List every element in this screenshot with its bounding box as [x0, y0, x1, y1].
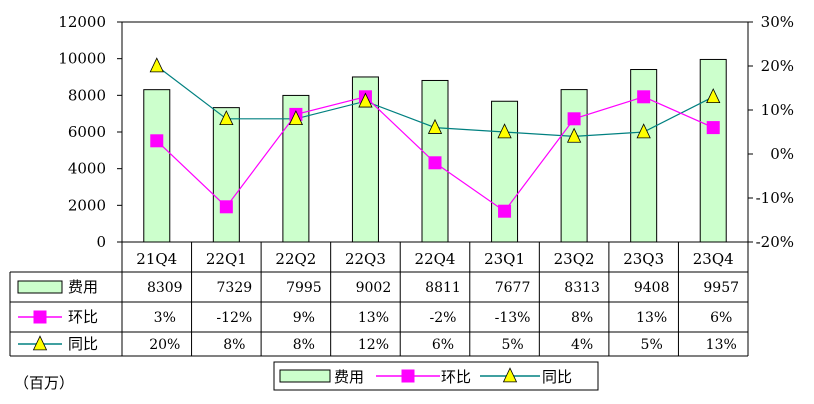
bar-23Q4	[699, 58, 727, 243]
category-label: 23Q3	[623, 250, 664, 268]
table-cell: 13%	[636, 310, 667, 326]
qoq-point-23Q4	[706, 121, 720, 135]
category-label: 22Q1	[206, 250, 247, 268]
legend-label: 环比	[441, 368, 471, 386]
unit-label: （百万）	[14, 374, 75, 392]
category-label: 22Q2	[275, 250, 316, 268]
table-cell: 8313	[564, 280, 600, 296]
table-cell: 13%	[706, 337, 737, 353]
right-tick-label: 30%	[761, 13, 794, 31]
left-tick-label: 6000	[68, 123, 106, 141]
table-cell: 13%	[358, 310, 389, 326]
left-tick-label: 12000	[58, 13, 106, 31]
yoy-point-22Q1	[219, 110, 234, 126]
table-cell: 9957	[703, 280, 739, 296]
yoy-point-22Q4	[427, 118, 443, 134]
table-cell: -13%	[495, 310, 531, 326]
yoy-point-21Q4	[149, 57, 164, 73]
table-cell: 8%	[223, 337, 245, 353]
category-label: 22Q3	[345, 250, 386, 268]
bar-23Q1	[491, 100, 519, 243]
table-cell: 9408	[634, 280, 670, 296]
data-table: 21Q4 22Q1 22Q2 22Q3 22Q4 23Q1 23Q2 23Q3 23Q4 费用 83…	[9, 242, 749, 357]
yoy-point-23Q1	[497, 123, 512, 139]
legend-label: 费用	[334, 368, 364, 386]
table-cell: 7677	[495, 280, 531, 296]
table-cell: -2%	[430, 310, 457, 326]
markers	[149, 57, 721, 218]
row-label: 同比	[68, 335, 98, 353]
table-cell: -12%	[216, 310, 252, 326]
qoq-point-23Q2	[567, 112, 581, 126]
bar-22Q1	[212, 107, 240, 243]
qoq-point-22Q4	[428, 156, 442, 170]
category-label: 23Q4	[693, 250, 734, 268]
legend-key-bar	[279, 369, 331, 383]
bar-23Q3	[630, 69, 658, 243]
table-cell: 4%	[571, 337, 593, 353]
right-tick-label: 0%	[770, 145, 794, 163]
bars	[143, 58, 727, 243]
table-cell: 12%	[358, 337, 389, 353]
table-cell: 3%	[154, 310, 176, 326]
qoq-point-21Q4	[150, 134, 164, 148]
bar-21Q4	[143, 89, 171, 243]
table-cell: 5%	[501, 337, 523, 353]
category-label: 23Q2	[554, 250, 595, 268]
table-cell: 9%	[293, 310, 315, 326]
right-axis: -20% -10% 0% 10% 20% 30%	[748, 13, 794, 251]
category-label: 22Q4	[415, 250, 456, 268]
right-tick-label: 20%	[761, 57, 794, 75]
right-tick-label: 10%	[761, 101, 794, 119]
table-cell: 8309	[147, 280, 183, 296]
row-key-marker	[33, 310, 47, 324]
row-key-marker	[32, 335, 48, 351]
yoy-point-23Q3	[636, 123, 651, 139]
qoq-point-23Q1	[498, 204, 512, 218]
yoy-point-23Q2	[566, 127, 582, 143]
qoq-point-22Q1	[219, 200, 233, 214]
table-cell: 6%	[432, 337, 454, 353]
row-label: 环比	[68, 308, 98, 326]
row-label: 费用	[68, 278, 98, 296]
table-cell: 6%	[710, 310, 732, 326]
qoq-point-23Q3	[637, 90, 651, 104]
table-cell: 9002	[356, 280, 392, 296]
right-tick-label: -10%	[756, 189, 794, 207]
legend-label: 同比	[542, 368, 572, 386]
legend-key-marker	[502, 367, 518, 383]
left-tick-label: 8000	[68, 86, 106, 104]
left-tick-label: 10000	[58, 50, 106, 68]
table-cell: 8811	[425, 280, 461, 296]
table-cell: 7329	[217, 280, 253, 296]
table-cell: 8%	[571, 310, 593, 326]
yoy-point-23Q4	[706, 88, 721, 104]
right-tick-label: -20%	[756, 233, 794, 251]
category-label: 23Q1	[484, 250, 525, 268]
left-tick-label: 2000	[68, 196, 106, 214]
table-cell: 7995	[286, 280, 322, 296]
yoy-point-22Q2	[288, 110, 304, 126]
left-tick-label: 0	[96, 233, 106, 251]
table-cell: 5%	[641, 337, 663, 353]
yoy-point-22Q3	[358, 92, 373, 108]
row-key-bar	[17, 280, 63, 294]
legend-key-marker	[401, 369, 415, 383]
left-axis: 0 2000 4000 6000 8000 10000 12000	[58, 13, 122, 251]
category-label: 21Q4	[136, 250, 177, 268]
table-cell: 20%	[149, 337, 180, 353]
left-tick-label: 4000	[68, 160, 106, 178]
legend: 费用 环比 同比	[273, 361, 599, 391]
table-cell: 8%	[293, 337, 315, 353]
